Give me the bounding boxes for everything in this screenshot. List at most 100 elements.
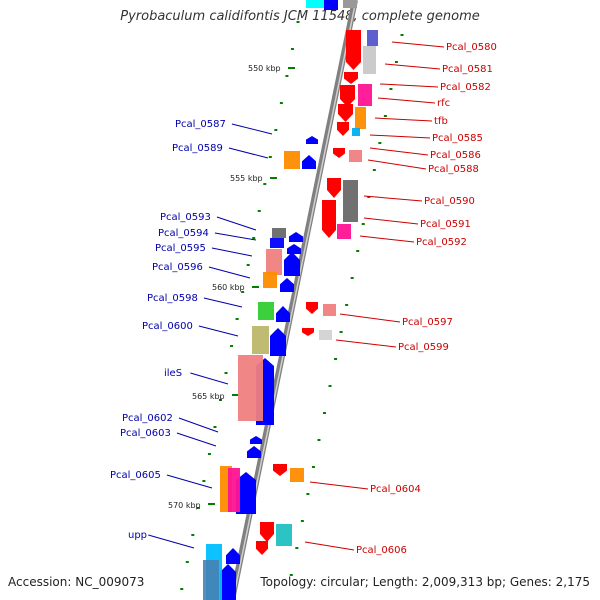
genome-title: Pyrobaculum calidifontis JCM 11548, comp… bbox=[120, 9, 480, 24]
gene-label-plus: Pcal_0581 bbox=[442, 64, 493, 75]
gene-label-minus: Pcal_0594 bbox=[158, 228, 209, 239]
cog-box bbox=[343, 0, 357, 8]
kbp-label: 555 kbp bbox=[230, 174, 263, 183]
kbp-label: 565 kbp bbox=[192, 392, 225, 401]
gene-arrow bbox=[324, 0, 338, 10]
gene-label-plus: Pcal_0585 bbox=[432, 133, 483, 144]
leader-line bbox=[216, 216, 257, 231]
gene-label-plus: Pcal_0580 bbox=[446, 42, 497, 53]
gene-label-minus: Pcal_0598 bbox=[147, 293, 198, 304]
gene-label-minus: Pcal_0587 bbox=[175, 119, 226, 130]
gene-arrow bbox=[280, 278, 294, 292]
gene-label-plus: Pcal_0604 bbox=[370, 484, 421, 495]
cog-box bbox=[270, 238, 284, 248]
cog-box bbox=[276, 524, 292, 546]
cog-box bbox=[358, 84, 372, 106]
gene-label-minus: Pcal_0589 bbox=[172, 143, 223, 154]
cog-box bbox=[238, 355, 263, 421]
cog-box bbox=[272, 228, 286, 238]
cog-box bbox=[306, 0, 324, 8]
leader-line bbox=[339, 313, 401, 323]
cog-box bbox=[337, 224, 351, 239]
gene-arrow bbox=[287, 244, 301, 254]
cog-box bbox=[367, 30, 378, 46]
gene-label-minus: Pcal_0600 bbox=[142, 321, 193, 332]
gene-arrow bbox=[276, 306, 290, 322]
gene-label-minus: Pcal_0603 bbox=[120, 428, 171, 439]
leader-line bbox=[148, 534, 195, 549]
cog-box bbox=[323, 304, 336, 316]
accession-text: Accession: NC_009073 bbox=[8, 575, 145, 589]
gene-arrow bbox=[247, 446, 261, 458]
gene-arrow bbox=[236, 472, 256, 514]
gene-label-minus: Pcal_0593 bbox=[160, 212, 211, 223]
cog-box bbox=[349, 150, 362, 162]
leader-line bbox=[214, 232, 257, 241]
gene-arrow bbox=[250, 436, 262, 444]
leader-line bbox=[359, 235, 415, 243]
cog-box bbox=[263, 272, 277, 288]
kbp-label: 550 kbp bbox=[248, 64, 281, 73]
leader-line bbox=[166, 474, 213, 489]
gene-arrow bbox=[260, 522, 274, 542]
cog-box bbox=[252, 326, 269, 354]
gene-label-plus: Pcal_0588 bbox=[428, 164, 479, 175]
gene-arrow bbox=[306, 136, 318, 144]
cog-box bbox=[363, 46, 376, 74]
leader-line bbox=[190, 372, 229, 385]
gene-arrow bbox=[333, 148, 345, 158]
cog-box bbox=[319, 330, 332, 340]
cog-box bbox=[284, 151, 300, 169]
gene-arrow bbox=[338, 104, 353, 122]
gene-label-plus: Pcal_0592 bbox=[416, 237, 467, 248]
cog-box bbox=[290, 468, 304, 482]
leader-line bbox=[309, 481, 369, 490]
gene-arrow bbox=[284, 252, 300, 276]
leader-line bbox=[377, 97, 436, 104]
leader-line bbox=[178, 417, 219, 433]
leader-line bbox=[379, 83, 439, 88]
gene-label-minus: Pcal_0602 bbox=[122, 413, 173, 424]
gene-label-plus: Pcal_0590 bbox=[424, 196, 475, 207]
leader-line bbox=[228, 147, 269, 159]
leader-line bbox=[363, 217, 419, 225]
cog-box bbox=[343, 180, 358, 222]
leader-line bbox=[384, 63, 441, 70]
cog-box bbox=[266, 249, 282, 275]
gene-arrow bbox=[306, 302, 318, 314]
cog-box bbox=[258, 302, 274, 320]
cog-box bbox=[228, 468, 240, 512]
gene-arrow bbox=[344, 72, 358, 84]
leader-line bbox=[335, 339, 397, 348]
leader-line bbox=[208, 266, 251, 279]
cog-box bbox=[203, 560, 219, 600]
leader-line bbox=[231, 123, 273, 135]
gene-label-minus: ileS bbox=[164, 368, 182, 379]
gene-arrow bbox=[226, 548, 240, 564]
kbp-label: 560 kbp bbox=[212, 283, 245, 292]
leader-line bbox=[367, 159, 427, 170]
gene-label-minus: Pcal_0605 bbox=[110, 470, 161, 481]
leader-line bbox=[203, 297, 243, 308]
leader-line bbox=[369, 147, 429, 156]
gene-arrow bbox=[337, 122, 349, 136]
leader-line bbox=[176, 432, 217, 447]
leader-line bbox=[391, 41, 445, 48]
gene-arrow bbox=[289, 232, 303, 242]
leader-line bbox=[198, 325, 239, 337]
gene-label-plus: Pcal_0599 bbox=[398, 342, 449, 353]
gene-label-minus: Pcal_0595 bbox=[155, 243, 206, 254]
gene-arrow bbox=[270, 328, 286, 356]
leader-line bbox=[369, 134, 431, 139]
gene-label-plus: tfb bbox=[434, 116, 448, 127]
gene-label-minus: upp bbox=[128, 530, 147, 541]
gene-arrow bbox=[302, 328, 314, 336]
gene-arrow bbox=[302, 155, 316, 169]
leader-line bbox=[374, 117, 433, 122]
gene-arrow bbox=[256, 541, 268, 555]
gene-label-plus: Pcal_0586 bbox=[430, 150, 481, 161]
cog-box bbox=[355, 107, 366, 129]
topology-text: Topology: circular; Length: 2,009,313 bp… bbox=[260, 575, 590, 589]
gene-label-minus: Pcal_0596 bbox=[152, 262, 203, 273]
